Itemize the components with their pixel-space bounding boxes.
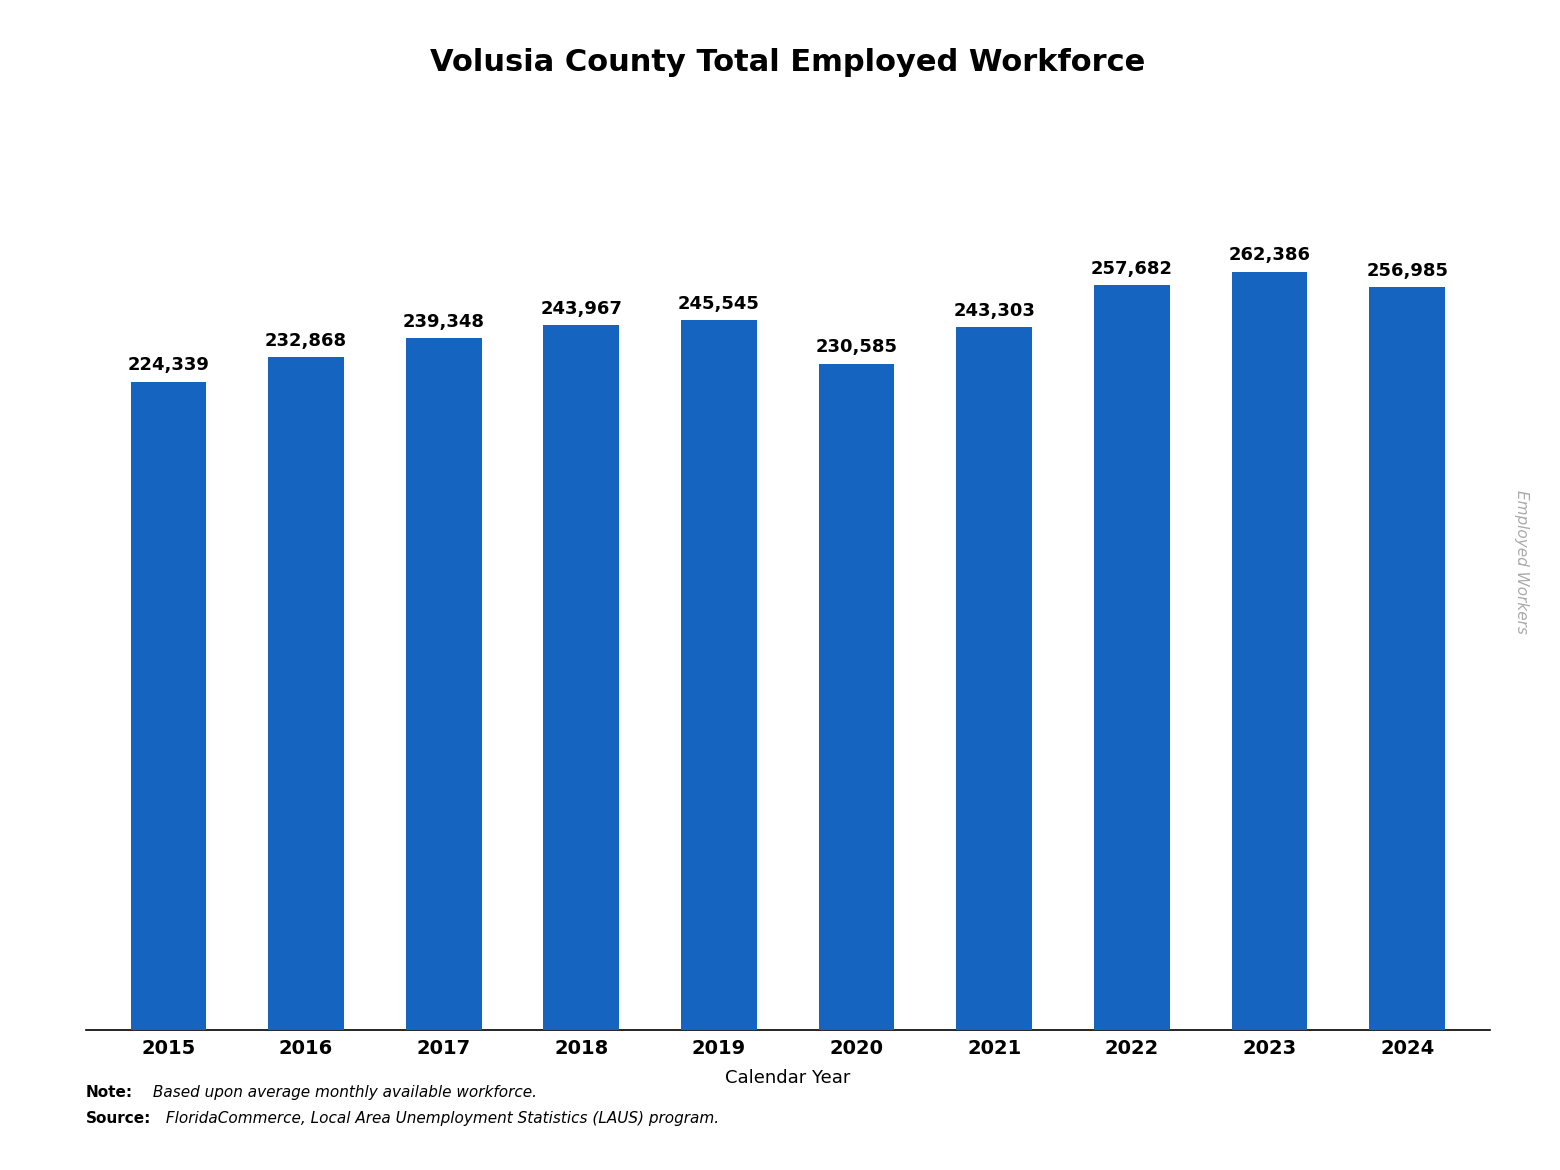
Text: Employed Workers: Employed Workers (1513, 490, 1529, 633)
Text: 257,682: 257,682 (1090, 260, 1173, 278)
Bar (956, 326, 1033, 1030)
X-axis label: Calendar Year: Calendar Year (725, 1069, 850, 1087)
Text: Source:: Source: (86, 1112, 151, 1127)
Bar (131, 381, 206, 1030)
Text: 239,348: 239,348 (402, 314, 485, 331)
Text: Note:: Note: (86, 1086, 133, 1101)
Text: Based upon average monthly available workforce.: Based upon average monthly available wor… (148, 1086, 537, 1101)
Bar (1370, 288, 1445, 1030)
Bar (268, 357, 343, 1030)
Text: 262,386: 262,386 (1229, 247, 1310, 264)
Text: 232,868: 232,868 (265, 332, 346, 350)
Bar (543, 325, 619, 1030)
Bar (406, 338, 482, 1030)
Text: 243,303: 243,303 (953, 302, 1036, 319)
Text: 245,545: 245,545 (679, 295, 760, 314)
Bar (1232, 271, 1307, 1030)
Text: 230,585: 230,585 (816, 338, 897, 357)
Text: 243,967: 243,967 (540, 300, 622, 318)
Text: 224,339: 224,339 (128, 357, 209, 374)
Text: 256,985: 256,985 (1367, 262, 1448, 280)
Text: FloridaCommerce, Local Area Unemployment Statistics (LAUS) program.: FloridaCommerce, Local Area Unemployment… (161, 1112, 719, 1127)
Title: Volusia County Total Employed Workforce: Volusia County Total Employed Workforce (431, 48, 1145, 76)
Bar (819, 364, 894, 1030)
Bar (682, 321, 757, 1030)
Bar (1094, 285, 1170, 1030)
